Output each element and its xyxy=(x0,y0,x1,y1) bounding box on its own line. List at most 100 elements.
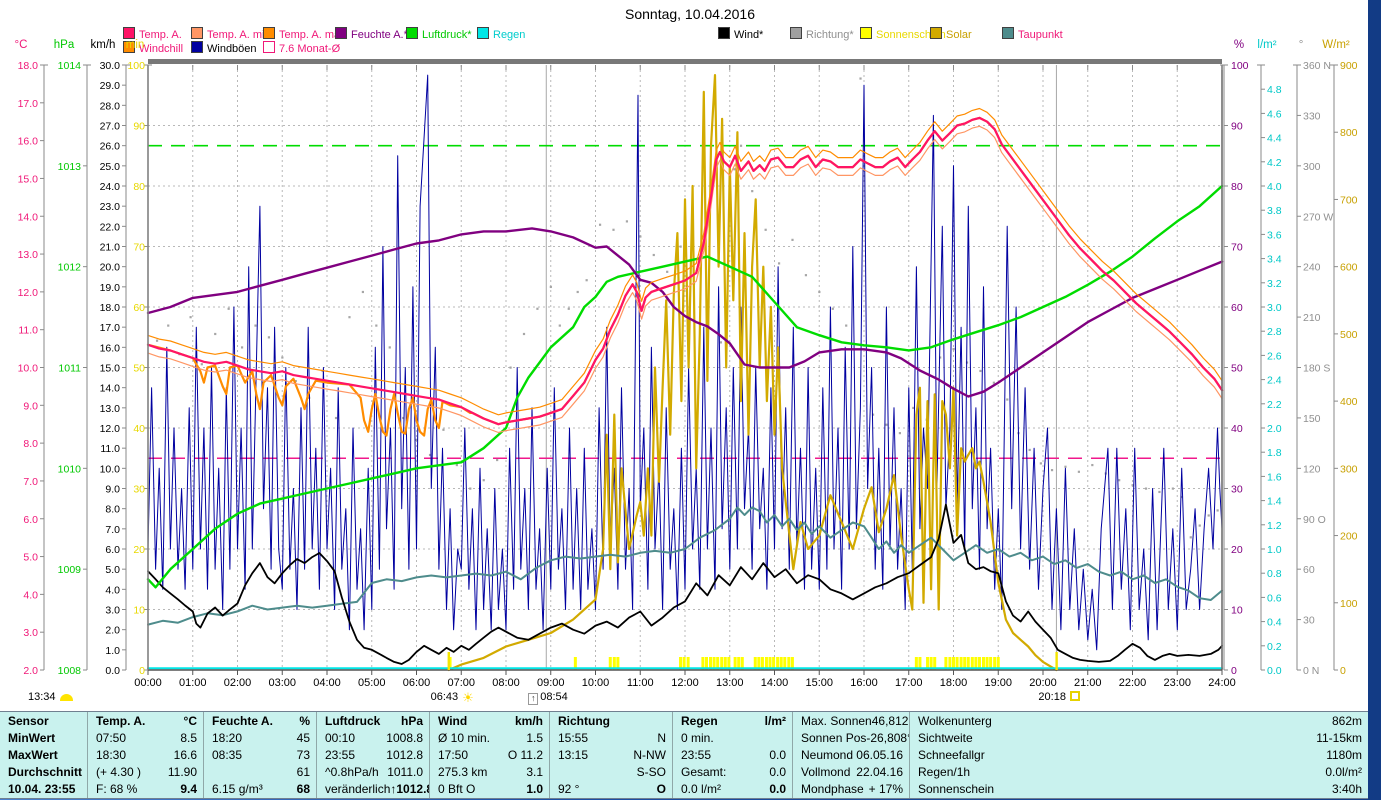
x-axis-label: 10:00 xyxy=(582,677,610,689)
axis-tick-label: 1.6 xyxy=(1267,471,1282,483)
sunshine-tick xyxy=(682,657,686,670)
x-axis-label: 23:00 xyxy=(1163,677,1191,689)
x-axis-label: 06:00 xyxy=(403,677,431,689)
table-row: Regen l/m² xyxy=(673,713,792,730)
table-cell-value: 0.0 xyxy=(769,782,786,796)
direction-dot xyxy=(585,279,588,282)
table-cell-label: Max. Sonnen xyxy=(801,714,872,728)
moonrise-icon: ↑ xyxy=(528,693,539,705)
sunshine-tick xyxy=(716,657,720,670)
annotation-sunset: 20:18 xyxy=(1038,691,1080,703)
table-col-info-1: Wolkenunterg 862m Sichtweite 11-15km Schneef… xyxy=(910,712,1368,798)
axis-tick-label: 60 xyxy=(133,302,145,314)
series-luftdruck xyxy=(146,184,1224,589)
direction-dot xyxy=(567,307,570,310)
direction-dot xyxy=(361,290,364,294)
table-cell-label: 00:10 xyxy=(325,731,356,745)
table-cell-label: Sichtweite xyxy=(918,731,973,745)
sunshine-tick xyxy=(772,657,776,670)
x-axis-label: 17:00 xyxy=(895,677,923,689)
table-row: S-SO xyxy=(550,764,672,781)
table-cell-label: 0.0 l/m² xyxy=(681,782,722,796)
axis-tick-label: 0 N xyxy=(1303,665,1319,677)
direction-dot xyxy=(952,348,955,351)
axis-tick-label: 6.0 xyxy=(105,544,120,556)
direction-dot xyxy=(1028,448,1031,452)
axis-unit-W/m²: W/m² xyxy=(1322,39,1350,51)
table-cell-value: 1011.0 xyxy=(387,765,423,779)
x-axis-label: 03:00 xyxy=(268,677,296,689)
axis-tick-label: 2.0 xyxy=(1267,423,1282,435)
axis-tick-label: 4.0 xyxy=(1267,181,1282,193)
direction-dot xyxy=(576,290,579,294)
x-axis-label: 18:00 xyxy=(940,677,968,689)
table-row: Regen/1h 0.0l/m² xyxy=(910,764,1368,781)
table-cell-value: N xyxy=(657,731,666,745)
x-axis-label: 20:00 xyxy=(1029,677,1057,689)
sunshine-tick xyxy=(948,657,952,670)
axis-tick-label: 360 N xyxy=(1303,60,1331,72)
direction-dot xyxy=(804,274,808,277)
legend-item-windb-en: Windböen xyxy=(191,41,257,55)
table-cell-label: 0 Bft O xyxy=(438,782,476,796)
axis-tick-label: 2.8 xyxy=(1267,326,1282,338)
statistics-table: Sensor MinWert MaxWert Durchschnitt 10.04. 2… xyxy=(0,711,1368,799)
axis-tick-label: 50 xyxy=(1231,363,1243,375)
direction-dot xyxy=(267,336,271,339)
axis-tick-label: 80 xyxy=(133,181,145,193)
sunrise-icon: ☀ xyxy=(462,690,474,705)
axis-tick-label: 7.0 xyxy=(23,476,38,488)
direction-dot xyxy=(189,316,192,319)
table-cell-label: (+ 4.30 ) xyxy=(96,765,142,779)
axis-tick-label: 8.0 xyxy=(23,438,38,450)
axis-tick-label: 0.8 xyxy=(1267,568,1282,580)
sunshine-tick xyxy=(701,657,705,670)
direction-dot xyxy=(214,332,217,336)
table-row: Sichtweite 11-15km xyxy=(910,730,1368,747)
window-background-band xyxy=(1368,0,1381,800)
direction-dot xyxy=(294,379,297,383)
direction-dot xyxy=(1039,462,1042,465)
axis-tick-label: 30.0 xyxy=(100,60,121,72)
legend-label: Regen xyxy=(493,29,526,41)
axis-unit-°: ° xyxy=(1299,39,1304,51)
table-cell-label: Feuchte A. xyxy=(212,714,273,728)
axis-tick-label: 2.2 xyxy=(1267,399,1282,411)
table-cell-label: 18:20 xyxy=(212,731,243,745)
table-cell-label: MaxWert xyxy=(8,748,58,762)
table-row: Schneefallgr 1180m xyxy=(910,747,1368,764)
annotation-time: 13:34 xyxy=(28,691,56,703)
axis-tick-label: 70 xyxy=(133,242,145,254)
table-cell-label: Wolkenunterg xyxy=(918,714,992,728)
table-row: 18:20 45 xyxy=(204,730,316,747)
axis-tick-label: 20.0 xyxy=(100,262,121,274)
x-axis-label: 12:00 xyxy=(671,677,699,689)
x-axis-label: 15:00 xyxy=(805,677,833,689)
axis-tick-label: 120 xyxy=(1303,463,1321,475)
legend-swatch xyxy=(790,27,802,39)
direction-dot xyxy=(442,428,445,431)
sunshine-tick xyxy=(985,657,989,670)
sunshine-tick xyxy=(977,657,981,670)
table-cell-value: 0.0l/m² xyxy=(1325,765,1362,779)
legend-label: 7.6 Monat-Ø xyxy=(279,43,341,55)
table-row: Vollmond 22.04.16 xyxy=(793,764,909,781)
table-row: Durchschnitt xyxy=(0,764,87,781)
axis-tick-label: 0.2 xyxy=(1267,641,1282,653)
axis-tick-label: 13.0 xyxy=(18,249,39,261)
table-cell-value: ↑1012.8 xyxy=(390,782,429,796)
sunshine-tick xyxy=(679,657,683,670)
legend-label: Solar xyxy=(946,29,972,41)
table-cell-label: Vollmond xyxy=(801,765,851,779)
direction-dot xyxy=(666,270,669,273)
x-axis-label: 08:00 xyxy=(492,677,520,689)
axis-tick-label: 2.0 xyxy=(23,665,38,677)
direction-dot xyxy=(240,346,244,349)
table-row: Feuchte A.% xyxy=(204,713,316,730)
axis-tick-label: 600 xyxy=(1340,262,1358,274)
table-cell-label: F: 68 % xyxy=(96,782,138,796)
table-row: Ø 10 min. 1.5 xyxy=(430,730,549,747)
direction-dot xyxy=(871,413,875,416)
table-row: MaxWert xyxy=(0,747,87,764)
